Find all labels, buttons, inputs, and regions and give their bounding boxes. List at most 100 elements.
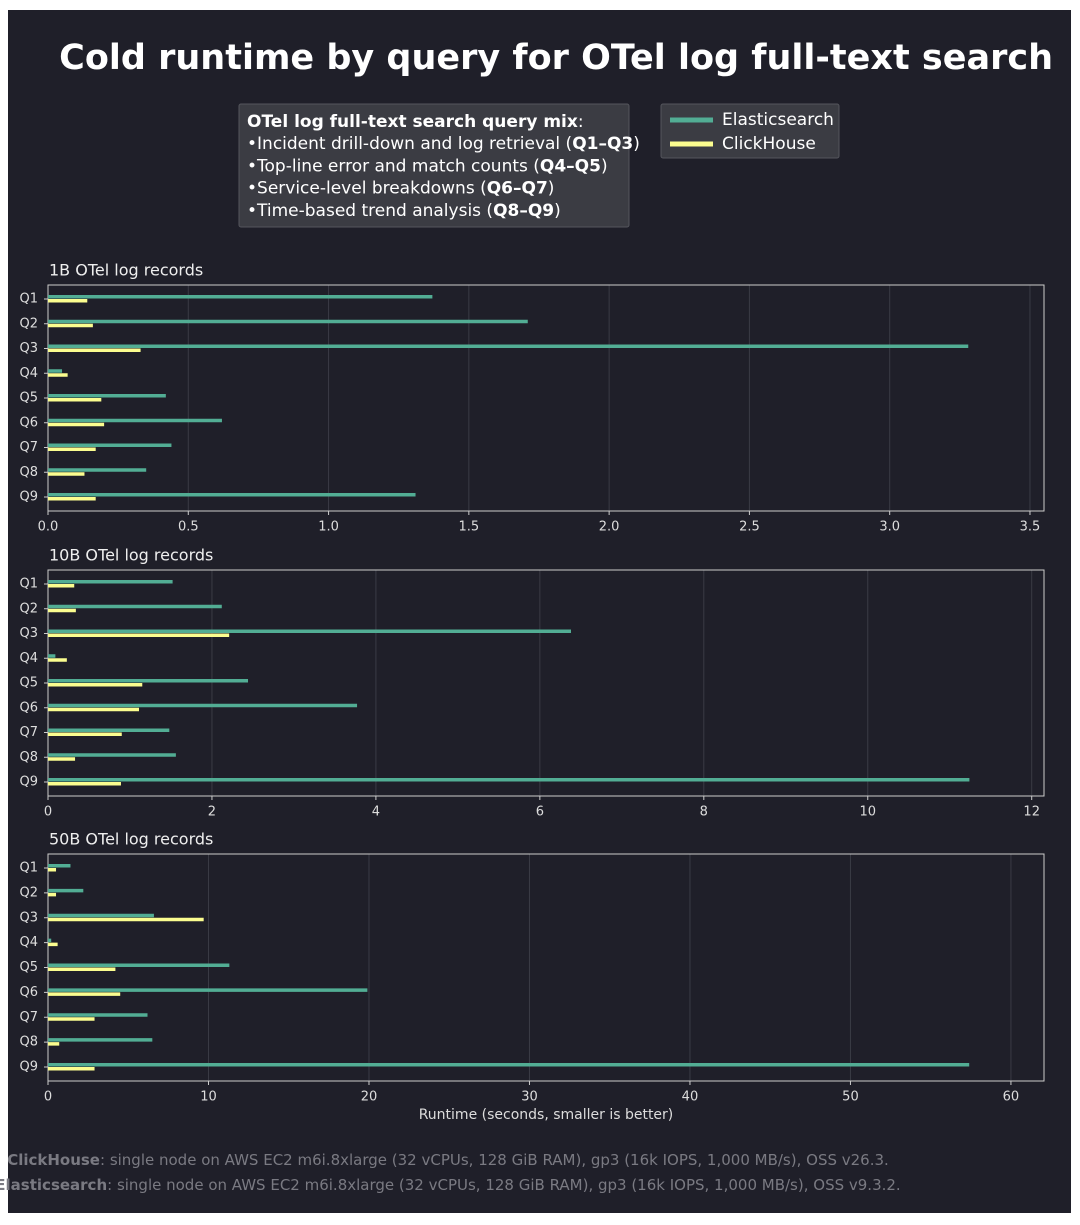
item-end: ): [554, 201, 561, 221]
bar: [48, 753, 176, 757]
bar: [48, 679, 249, 683]
subplot-title: 10B OTel log records: [49, 546, 213, 565]
bar: [48, 394, 166, 398]
bar: [48, 938, 52, 943]
y-tick-label: Q6: [19, 985, 38, 1000]
bar: [48, 1017, 95, 1021]
y-tick-label: Q2: [19, 316, 38, 331]
query-mix-item: •Top-line error and match counts (Q4–Q5): [247, 156, 608, 176]
bar: [48, 369, 63, 373]
bar: [48, 497, 96, 501]
item-bold: Q6–Q7: [487, 179, 548, 199]
bar: [48, 683, 143, 687]
x-tick-label: 1.0: [318, 520, 339, 535]
y-tick-label: Q9: [19, 1060, 38, 1075]
bar: [48, 728, 170, 732]
x-tick-label: 0.0: [38, 520, 59, 535]
bar: [48, 443, 172, 447]
bar: [48, 398, 102, 402]
subplot-title: 50B OTel log records: [49, 830, 213, 849]
y-tick-label: Q1: [19, 577, 38, 592]
y-tick-label: Q2: [19, 885, 38, 900]
bar: [48, 1063, 970, 1067]
y-tick-label: Q8: [19, 750, 38, 765]
y-tick-label: Q3: [19, 341, 38, 356]
bar: [48, 703, 358, 708]
x-tick-label: 60: [1003, 1090, 1020, 1105]
bar: [48, 295, 433, 299]
y-tick-label: Q8: [19, 465, 38, 480]
y-tick-label: Q6: [19, 700, 38, 715]
x-tick-label: 4: [372, 805, 380, 820]
bar: [48, 319, 528, 324]
x-axis-label: Runtime (seconds, smaller is better): [419, 1107, 674, 1123]
bar: [48, 913, 154, 918]
bar: [48, 732, 122, 736]
heading-bold: OTel log full-text search query mix: [247, 112, 578, 132]
x-tick-label: 10: [859, 805, 876, 820]
bar: [48, 580, 173, 584]
y-tick-label: Q6: [19, 415, 38, 430]
x-tick-label: 6: [536, 805, 544, 820]
bar: [48, 323, 93, 328]
y-tick-label: Q4: [19, 935, 38, 950]
y-tick-label: Q7: [19, 1010, 38, 1025]
bar: [48, 373, 68, 377]
footnote: ClickHouse: single node on AWS EC2 m6i.8…: [7, 1151, 889, 1169]
footnote: Elasticsearch: single node on AWS EC2 m6…: [0, 1176, 901, 1194]
legend-label: ClickHouse: [722, 134, 816, 154]
bar: [48, 344, 969, 348]
item-bold: Q4–Q5: [540, 156, 601, 176]
bar: [48, 1038, 153, 1042]
bar: [48, 963, 230, 967]
item-end: ): [601, 156, 608, 176]
bar: [48, 629, 572, 633]
x-tick-label: 1.5: [459, 520, 480, 535]
bar: [48, 1067, 95, 1071]
bar: [48, 299, 88, 303]
bar: [48, 864, 71, 868]
query-mix-item: •Time-based trend analysis (Q8–Q9): [247, 201, 561, 221]
bar: [48, 778, 970, 782]
item-text: •Service-level breakdowns (: [247, 179, 487, 199]
bar: [48, 608, 76, 613]
y-tick-label: Q2: [19, 601, 38, 616]
y-tick-label: Q9: [19, 490, 38, 505]
item-text: •Incident drill-down and log retrieval (: [247, 134, 572, 154]
x-tick-label: 0.5: [178, 520, 199, 535]
bar: [48, 707, 139, 712]
query-mix-item: •Incident drill-down and log retrieval (…: [247, 134, 640, 154]
y-tick-label: Q4: [19, 366, 38, 381]
x-tick-label: 10: [200, 1090, 217, 1105]
bar: [48, 892, 57, 897]
subplot-title: 1B OTel log records: [49, 261, 203, 280]
footnote-bold: Elasticsearch: [0, 1176, 107, 1194]
bar: [48, 633, 230, 637]
item-bold: Q1–Q3: [572, 134, 633, 154]
item-end: ): [548, 179, 555, 199]
y-tick-label: Q1: [19, 292, 38, 307]
bar: [48, 468, 147, 472]
y-tick-label: Q9: [19, 775, 38, 790]
x-tick-label: 3.5: [1020, 520, 1041, 535]
bar: [48, 868, 57, 872]
heading-end: :: [578, 112, 584, 132]
bar: [48, 1042, 60, 1046]
x-tick-label: 0: [44, 1090, 52, 1105]
item-bold: Q8–Q9: [493, 201, 554, 221]
bar: [48, 654, 56, 658]
item-end: ): [633, 134, 640, 154]
y-tick-label: Q5: [19, 960, 38, 975]
bar: [48, 967, 116, 971]
bar: [48, 782, 121, 786]
bar: [48, 348, 141, 352]
y-tick-label: Q1: [19, 861, 38, 876]
y-tick-label: Q4: [19, 651, 38, 666]
x-tick-label: 40: [682, 1090, 699, 1105]
bar: [48, 942, 58, 947]
x-tick-label: 0: [44, 805, 52, 820]
bar: [48, 472, 85, 476]
footnote-text: : single node on AWS EC2 m6i.8xlarge (32…: [100, 1151, 889, 1169]
x-tick-label: 2.0: [599, 520, 620, 535]
